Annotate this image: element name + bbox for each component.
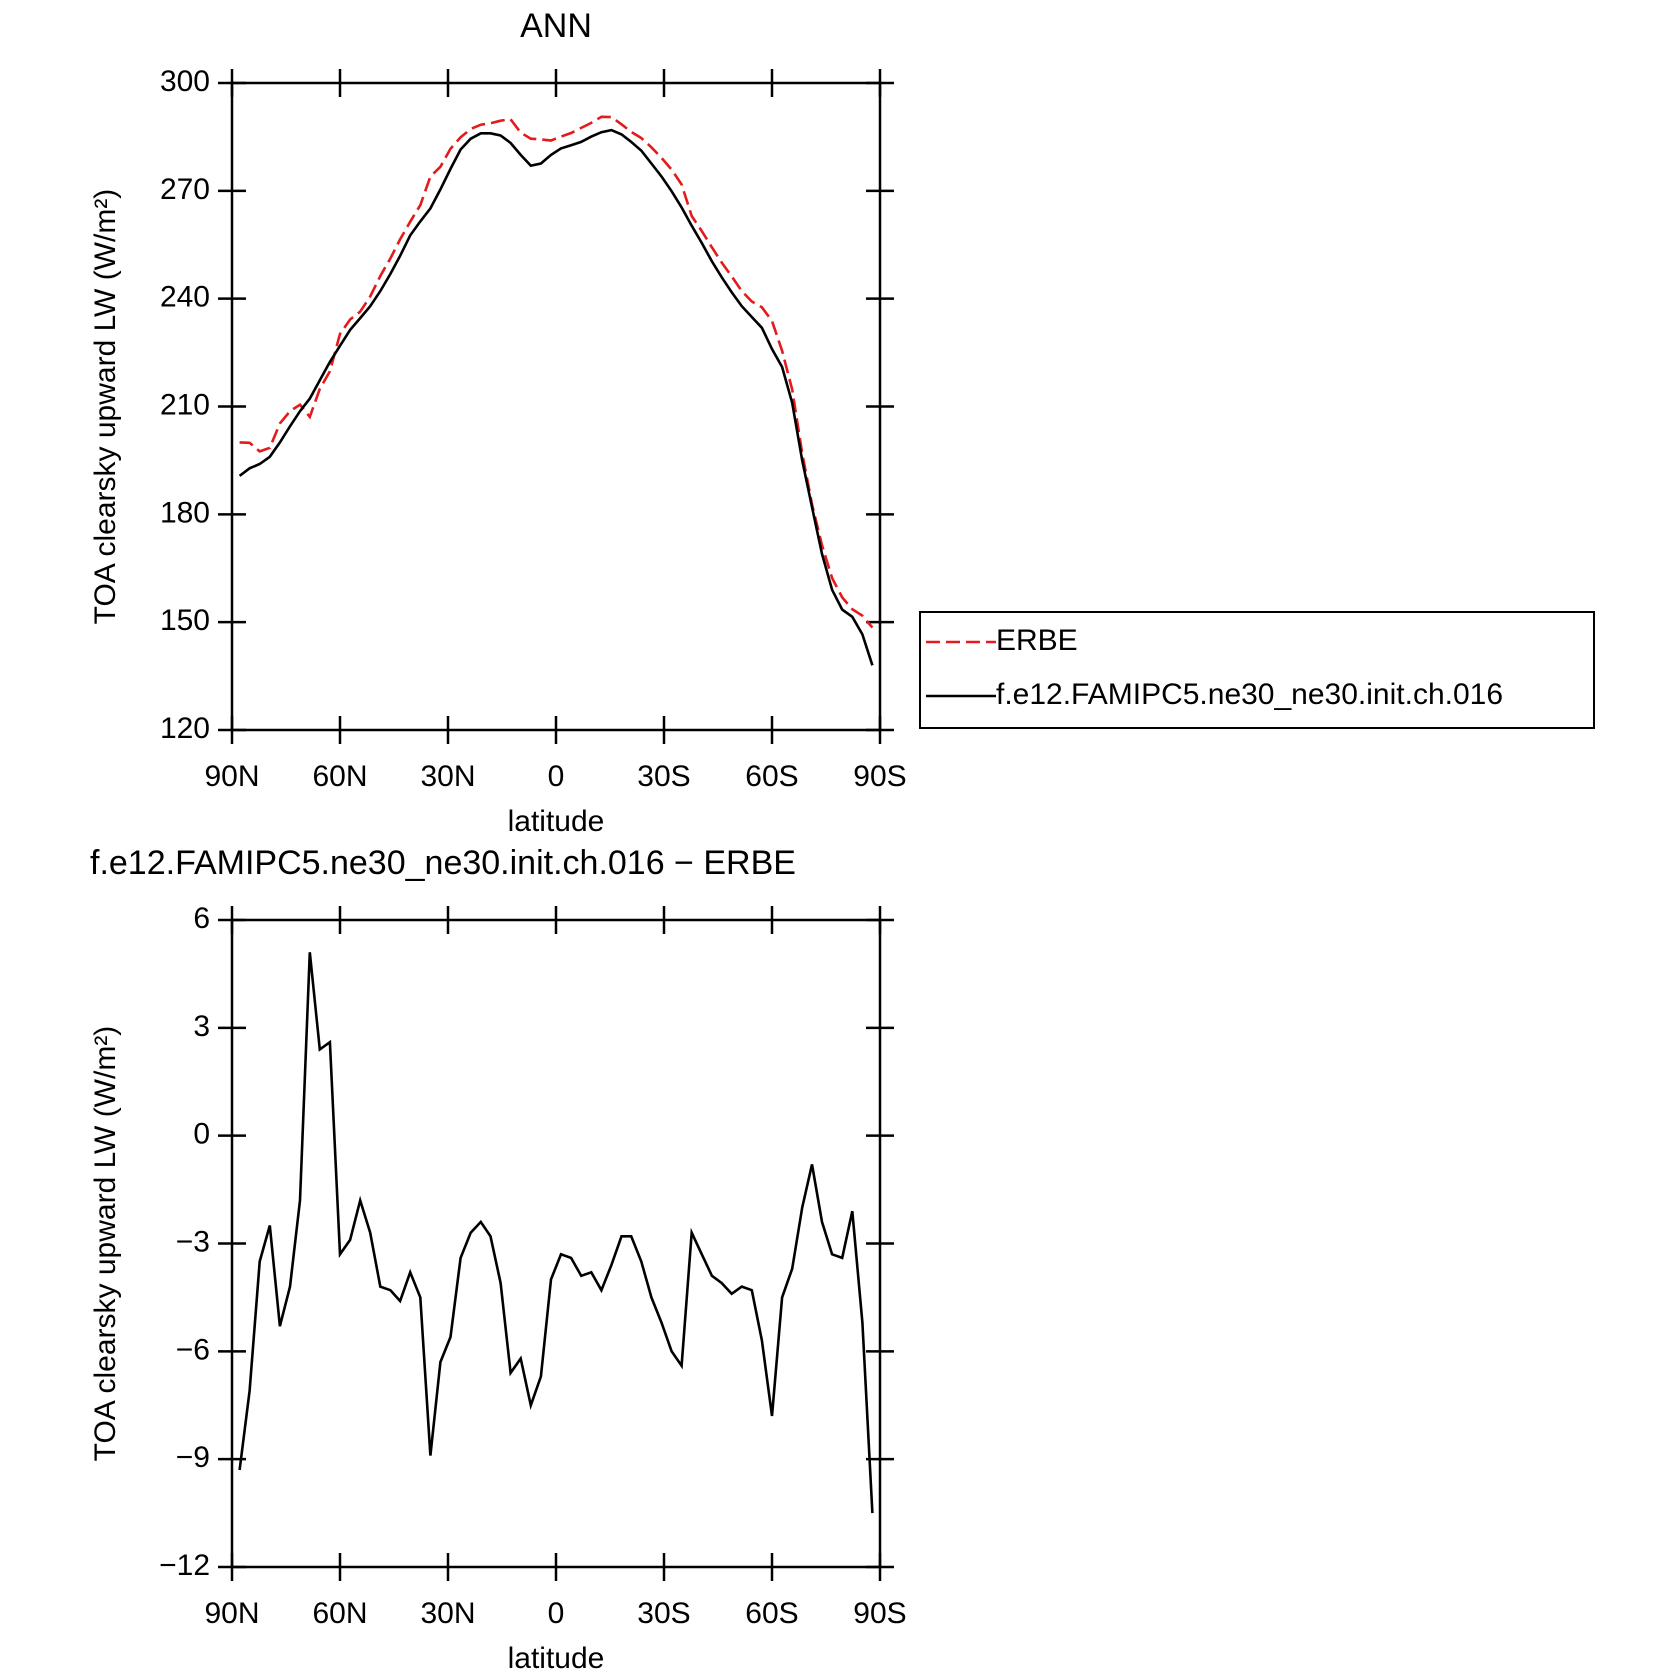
y-tick-label: −9: [176, 1441, 210, 1474]
x-tick-label: 30S: [637, 1597, 690, 1630]
plot-frame: [230, 81, 882, 732]
legend-box: [919, 611, 1595, 729]
y-axis-label: TOA clearsky upward LW (W/m²): [89, 189, 122, 625]
x-tick-label: 30S: [637, 760, 690, 793]
y-tick-label: 0: [193, 1118, 210, 1151]
y-tick-label: 240: [160, 281, 210, 314]
y-tick-label: 120: [160, 712, 210, 745]
chart-title: ANN: [520, 7, 592, 45]
x-tick-label: 90N: [204, 760, 259, 793]
x-tick-label: 60S: [745, 1597, 798, 1630]
y-tick-label: 6: [193, 902, 210, 935]
data-line: [238, 952, 874, 1514]
y-axis-label: TOA clearsky upward LW (W/m²): [89, 1026, 122, 1462]
x-tick-label: 0: [548, 760, 565, 793]
y-tick-label: 270: [160, 173, 210, 206]
x-tick-label: 30N: [420, 760, 475, 793]
x-tick-label: 60S: [745, 760, 798, 793]
y-tick-label: −12: [159, 1549, 210, 1582]
x-tick-label: 30N: [420, 1597, 475, 1630]
x-axis-label: latitude: [508, 805, 605, 838]
y-tick-label: 3: [193, 1010, 210, 1043]
y-tick-label: −6: [176, 1333, 210, 1366]
chart-title: f.e12.FAMIPC5.ne30_ne30.init.ch.016 − ER…: [90, 844, 796, 882]
x-axis-label: latitude: [508, 1642, 605, 1674]
y-tick-label: 180: [160, 496, 210, 529]
legend-label: ERBE: [996, 624, 1078, 657]
y-tick-label: 210: [160, 388, 210, 421]
plot-frame: [230, 918, 882, 1569]
x-tick-label: 90S: [853, 760, 906, 793]
data-line: [238, 128, 874, 666]
x-tick-label: 90N: [204, 1597, 259, 1630]
x-tick-label: 60N: [312, 760, 367, 793]
x-tick-label: 60N: [312, 1597, 367, 1630]
x-tick-label: 0: [548, 1597, 565, 1630]
y-tick-label: −3: [176, 1225, 210, 1258]
y-tick-label: 300: [160, 65, 210, 98]
data-line: [239, 115, 874, 629]
legend-label: f.e12.FAMIPC5.ne30_ne30.init.ch.016: [996, 678, 1503, 711]
y-tick-label: 150: [160, 604, 210, 637]
x-tick-label: 90S: [853, 1597, 906, 1630]
